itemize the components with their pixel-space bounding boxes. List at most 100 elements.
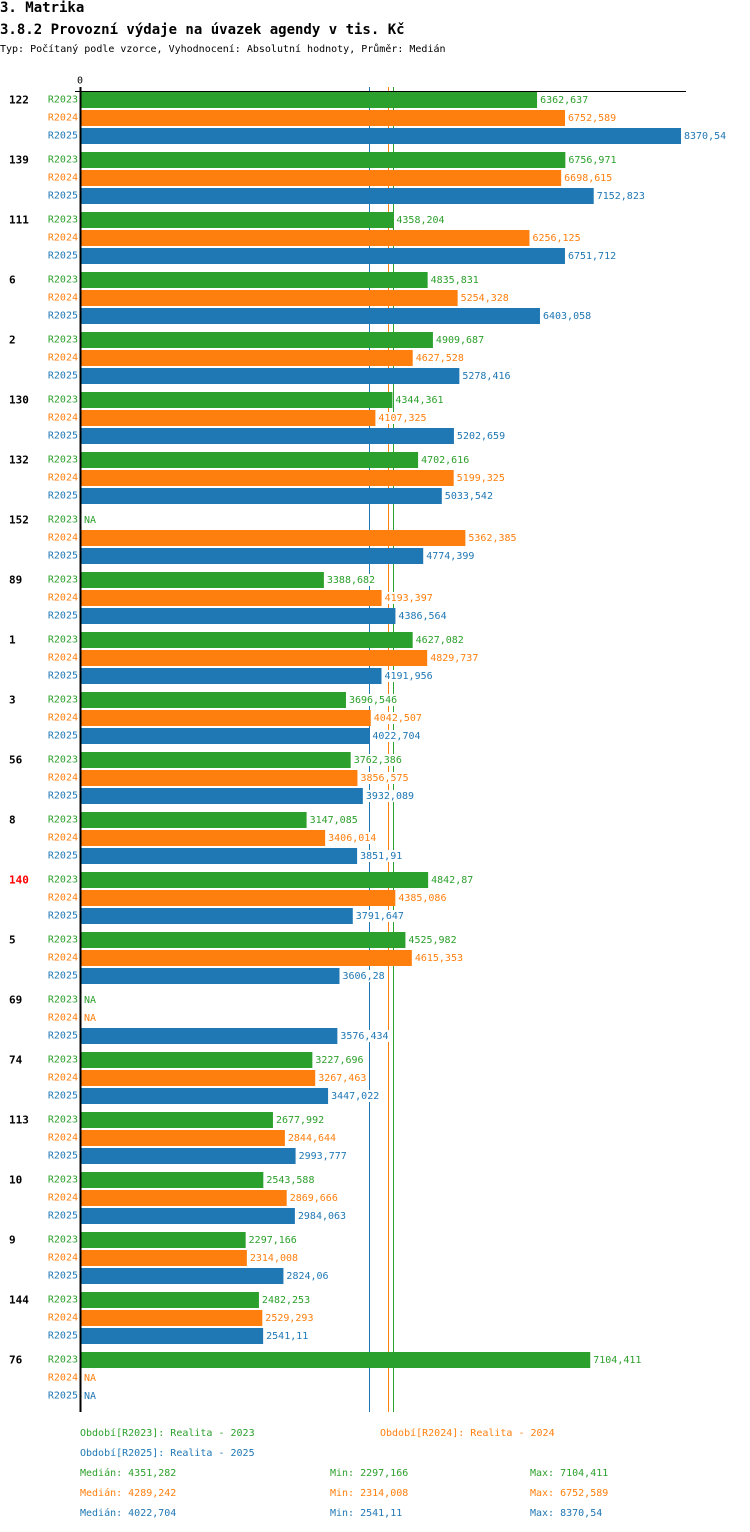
value-label: 3576,434 [340,1031,388,1042]
value-label: 3447,022 [331,1091,379,1102]
value-label: 4358,204 [396,215,444,226]
series-label: R2024 [48,233,78,244]
stat-median-r2025: Medián: 4022,704 [80,1508,177,1519]
bar-3-r2025 [81,728,370,744]
value-label-background [395,214,447,226]
value-label-background [414,634,466,646]
value-label: 6756,971 [568,155,616,166]
series-label: R2024 [48,1253,78,1264]
stat-min-r2024: Min: 2314,008 [330,1488,409,1499]
bar-76-r2023 [81,1352,591,1368]
bar-122-r2025 [81,128,681,144]
value-label: 4702,616 [421,455,469,466]
value-label-background [347,694,399,706]
stat-max-r2024: Max: 6752,589 [530,1488,609,1499]
series-label: R2024 [48,1313,78,1324]
bar-122-r2023 [81,92,538,108]
series-label: R2025 [48,191,78,202]
series-label: R2023 [48,515,78,526]
value-label-background [317,1072,369,1084]
series-label: R2025 [48,1331,78,1342]
value-label: 2824,06 [286,1271,328,1282]
bar-111-r2025 [81,248,565,264]
value-label: 3227,696 [315,1055,363,1066]
bar-10-r2023 [81,1172,264,1188]
category-label: 113 [9,1114,29,1127]
series-label: R2023 [48,155,78,166]
series-label: R2025 [48,791,78,802]
category-label: 74 [9,1054,23,1067]
series-label: R2023 [48,635,78,646]
category-label: 56 [9,754,23,767]
bar-5-r2025 [81,968,340,984]
bar-139-r2024 [81,170,562,186]
value-label-background [455,472,507,484]
value-label-background [265,1330,310,1342]
series-label: R2025 [48,491,78,502]
value-label-background [359,772,411,784]
legend-entry-r2025: Období[R2025]: Realita - 2025 [80,1448,255,1459]
series-label: R2024 [48,533,78,544]
value-label: 7104,411 [593,1355,641,1366]
value-label-background [394,394,446,406]
value-label: 5202,659 [457,431,505,442]
value-label-background [595,190,647,202]
bar-3-r2023 [81,692,346,708]
value-label: 4525,982 [408,935,456,946]
bar-6-r2023 [81,272,428,288]
series-label: R2023 [48,215,78,226]
value-label-background [683,130,728,142]
bar-89-r2023 [81,572,324,588]
bar-130-r2025 [81,428,454,444]
bar-8-r2023 [81,812,307,828]
series-label: R2025 [48,371,78,382]
series-label: R2025 [48,431,78,442]
series-label: R2024 [48,713,78,724]
stat-max-r2025: Max: 8370,54 [530,1508,603,1519]
bar-74-r2024 [81,1070,316,1086]
bar-9-r2024 [81,1250,247,1266]
value-label-background [339,1030,391,1042]
bar-144-r2024 [81,1310,263,1326]
series-label: R2025 [48,911,78,922]
series-label: R2023 [48,755,78,766]
category-label: 139 [9,154,29,167]
series-label: R2025 [48,611,78,622]
value-label-background [371,730,423,742]
series-label: R2025 [48,251,78,262]
value-label: 5362,385 [468,533,516,544]
bar-10-r2025 [81,1208,295,1224]
na-label: NA [84,1373,96,1384]
bar-89-r2024 [81,590,382,606]
stat-median-r2023: Medián: 4351,282 [80,1468,177,1479]
value-label-background [413,952,465,964]
bar-130-r2023 [81,392,393,408]
value-label-background [327,832,378,844]
bar-1-r2023 [81,632,413,648]
bar-56-r2024 [81,770,358,786]
value-label: 3147,085 [310,815,358,826]
value-label: 5199,325 [457,473,505,484]
value-label-background [359,850,404,862]
value-label: 6362,637 [540,95,588,106]
value-label-background [414,352,466,364]
value-label-background [296,1210,348,1222]
value-label: 2482,253 [262,1295,310,1306]
value-label: 8370,54 [684,131,726,142]
value-label-background [541,310,593,322]
value-label: 4107,325 [378,413,426,424]
bar-139-r2023 [81,152,566,168]
series-label: R2024 [48,833,78,844]
series-label: R2023 [48,1235,78,1246]
bar-132-r2023 [81,452,419,468]
category-label: 5 [9,934,16,947]
bar-5-r2024 [81,950,412,966]
na-label: NA [84,515,96,526]
series-label: R2023 [48,455,78,466]
section-title: 3. Matrika [0,0,85,16]
series-label: R2023 [48,875,78,886]
value-label-background [429,274,481,286]
bar-8-r2024 [81,830,326,846]
value-label: 5254,328 [461,293,509,304]
series-label: R2025 [48,971,78,982]
